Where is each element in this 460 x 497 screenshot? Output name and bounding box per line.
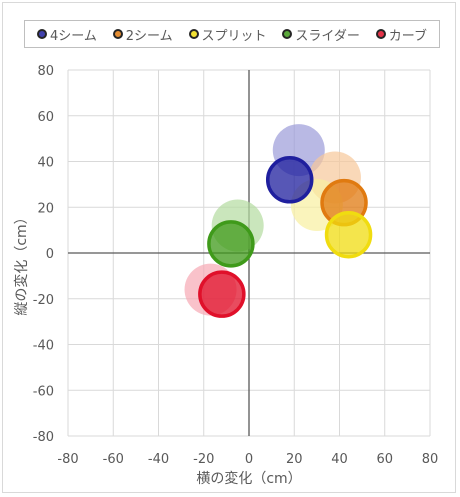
- legend-entry: 4シーム: [36, 25, 97, 44]
- x-tick-label: 60: [376, 452, 393, 467]
- y-tick-label: -40: [33, 339, 54, 354]
- y-axis-title: 縦の変化（cm）: [13, 210, 30, 315]
- legend-swatch: [282, 29, 293, 39]
- legend-label: 2シーム: [125, 28, 173, 44]
- y-tick-label: 60: [37, 110, 54, 125]
- legend-entry: 2シーム: [112, 25, 173, 44]
- x-tick-label: -60: [103, 452, 124, 467]
- legend-swatch: [188, 29, 199, 39]
- legend-label: スプリット: [201, 28, 267, 44]
- legend-entry: スライダー: [282, 25, 360, 44]
- y-tick-label: 80: [37, 64, 54, 79]
- x-tick-label: 40: [331, 452, 348, 467]
- y-tick-label: 0: [46, 247, 54, 262]
- x-tick-label: -80: [57, 452, 78, 467]
- x-tick-label: -40: [148, 452, 169, 467]
- legend-label: 4シーム: [49, 28, 97, 44]
- legend-swatch: [112, 29, 123, 39]
- y-tick-label: -20: [33, 293, 54, 308]
- legend-label: スライダー: [295, 28, 360, 44]
- scatter-point: [265, 156, 314, 204]
- legend-swatch: [375, 29, 386, 39]
- y-tick-label: -80: [33, 430, 54, 445]
- x-axis-title: 横の変化（cm）: [196, 470, 301, 487]
- scatter-point: [207, 220, 255, 268]
- y-tick-label: -60: [33, 384, 54, 399]
- y-tick-label: 40: [37, 156, 54, 171]
- x-tick-label: -20: [193, 452, 214, 467]
- legend-entry: スプリット: [188, 25, 267, 44]
- x-tick-label: 80: [422, 452, 439, 467]
- scatter-point: [324, 210, 373, 259]
- x-tick-label: 0: [245, 452, 253, 467]
- chart-legend: 4シーム 2シーム スプリット スライダー カーブ: [24, 20, 440, 48]
- x-tick-label: 20: [286, 452, 303, 467]
- legend-entry: カーブ: [375, 25, 428, 44]
- legend-label: カーブ: [388, 28, 428, 44]
- scatter-point: [198, 270, 246, 318]
- legend-swatch: [36, 29, 47, 39]
- y-tick-label: 20: [37, 201, 54, 216]
